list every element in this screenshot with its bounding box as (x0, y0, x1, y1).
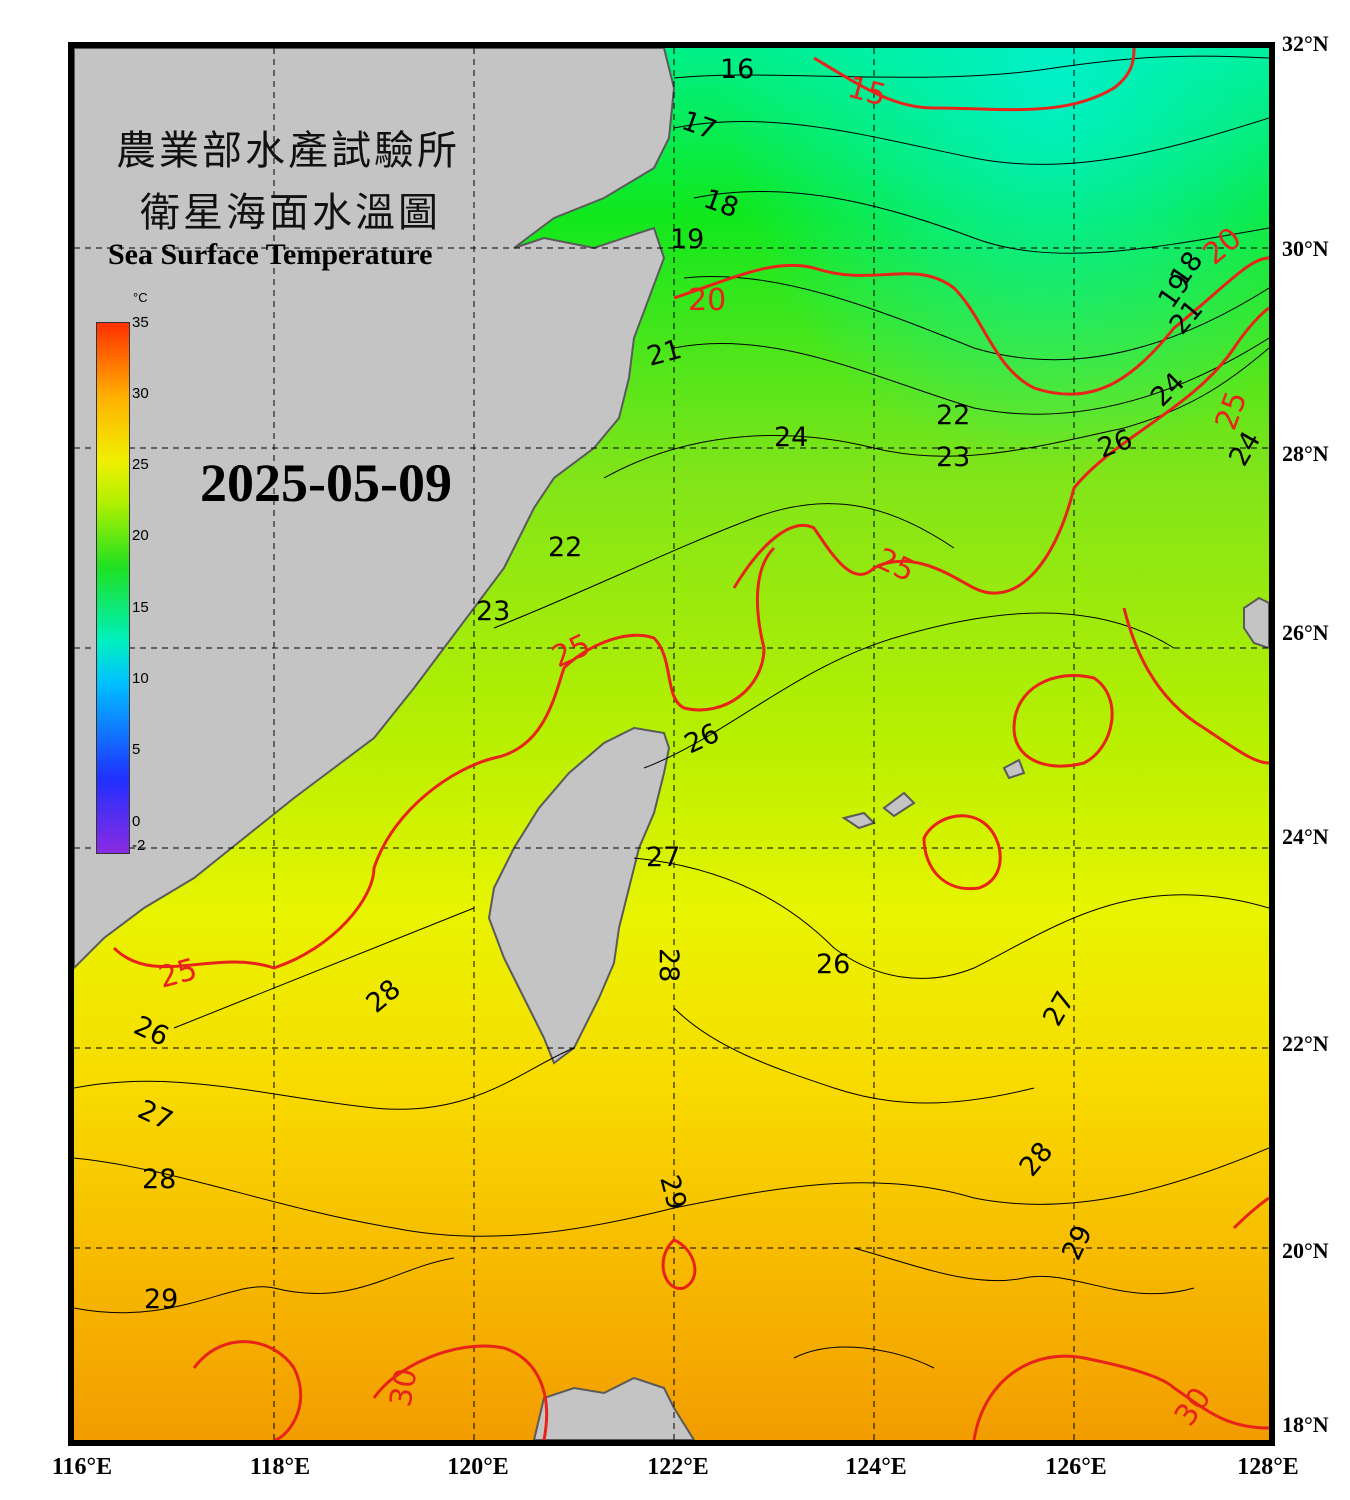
china-mainland (74, 48, 676, 970)
iso-label-red-30a: 30 (383, 1366, 424, 1410)
iso-label-23b: 23 (476, 596, 510, 627)
iso-label-23a: 23 (936, 442, 970, 473)
lat-label-26n: 26°N (1282, 620, 1329, 645)
title-line-2: 衛星海面水溫圖 (140, 190, 441, 236)
colorbar-tick-0: 0 (132, 813, 141, 830)
sst-map-canvas: 16 17 18 19 21 22 24 22 23 26 24 22 23 2… (74, 48, 1269, 1440)
iso-label-19: 19 (670, 224, 704, 255)
lon-label-124e: 124°E (845, 1454, 907, 1480)
island-ryukyu-3 (1002, 758, 1026, 780)
date-label: 2025-05-09 (200, 453, 452, 513)
lat-label-20n: 20°N (1282, 1238, 1329, 1263)
lon-label-128e: 128°E (1237, 1454, 1299, 1480)
isotherms (74, 55, 1269, 1369)
iso-label-29b: 29 (144, 1284, 178, 1315)
iso-label-26d: 26 (816, 949, 850, 980)
title-english: Sea Surface Temperature (108, 238, 433, 271)
lat-label-22n: 22°N (1282, 1031, 1329, 1056)
iso-label-red-20a: 20 (688, 283, 726, 318)
lon-label-118e: 118°E (249, 1454, 311, 1480)
title-line-1: 農業部水產試驗所 (116, 128, 460, 174)
island-okinawa (1243, 596, 1269, 650)
lon-label-116e: 116°E (51, 1454, 113, 1480)
colorbar-tick-15: 15 (132, 599, 149, 616)
lat-label-32n: 32°N (1282, 31, 1329, 56)
lat-label-18n: 18°N (1282, 1412, 1329, 1437)
iso-label-28c: 28 (142, 1164, 176, 1195)
isotherms-major (112, 48, 1269, 1440)
lat-label-28n: 28°N (1282, 441, 1329, 466)
colorbar (96, 322, 130, 854)
iso-label-28b: 28 (653, 948, 684, 982)
island-ryukyu-2 (882, 791, 916, 818)
lat-label-24n: 24°N (1282, 824, 1329, 849)
lon-label-122e: 122°E (647, 1454, 709, 1480)
graticule (74, 48, 1269, 1440)
iso-label-24a: 24 (774, 422, 808, 453)
colorbar-tick-neg2: -2 (132, 837, 146, 854)
colorbar-tick-25: 25 (132, 456, 149, 473)
sst-map[interactable]: 16 17 18 19 21 22 24 22 23 26 24 22 23 2… (68, 42, 1275, 1446)
luzon (532, 1376, 696, 1440)
colorbar-tick-35: 35 (132, 314, 149, 331)
colorbar-unit: °C (133, 290, 148, 305)
colorbar-tick-5: 5 (132, 741, 141, 758)
taiwan (487, 726, 671, 1065)
iso-label-22b: 22 (936, 400, 970, 431)
colorbar-tick-10: 10 (132, 670, 149, 687)
colorbar-tick-20: 20 (132, 527, 149, 544)
iso-label-27a: 27 (646, 842, 680, 873)
lat-label-30n: 30°N (1282, 236, 1329, 261)
lon-label-120e: 120°E (447, 1454, 509, 1480)
colorbar-tick-30: 30 (132, 385, 149, 402)
iso-label-16: 16 (720, 54, 754, 85)
lon-label-126e: 126°E (1045, 1454, 1107, 1480)
iso-label-22a: 22 (548, 532, 582, 563)
